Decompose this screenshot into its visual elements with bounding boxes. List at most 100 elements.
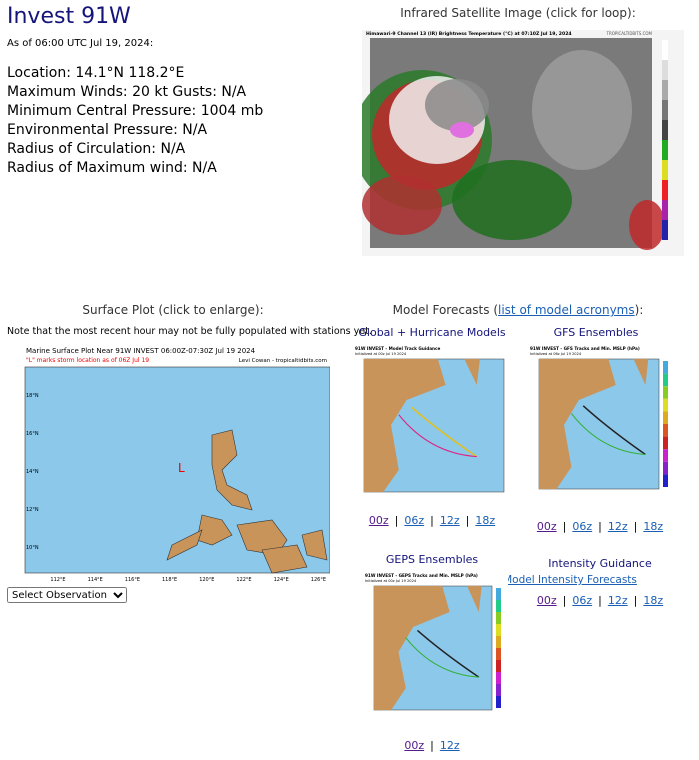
model-image[interactable]: 91W INVEST - GEPS Tracks and Min. MSLP (… xyxy=(362,572,508,718)
color-bar xyxy=(496,588,501,600)
track xyxy=(571,413,646,455)
color-bar xyxy=(663,436,668,450)
color-bar xyxy=(496,612,501,624)
detail-line: Minimum Central Pressure: 1004 mb xyxy=(7,103,264,119)
link-separator: | xyxy=(430,739,434,752)
model-image[interactable]: 91W INVEST - Model Track GuidanceInitial… xyxy=(352,345,508,500)
run-link[interactable]: 00z xyxy=(368,514,389,527)
run-link[interactable]: 06z xyxy=(572,520,593,533)
intensity-heading: Intensity Guidance xyxy=(548,557,652,570)
surface-note: Note that the most recent hour may not b… xyxy=(7,326,372,337)
color-bar xyxy=(496,660,501,672)
lon-label: 124°E xyxy=(274,577,289,583)
cloud xyxy=(362,175,442,235)
link-separator: | xyxy=(598,520,602,533)
observation-select[interactable]: Select Observation Time... xyxy=(7,587,127,603)
run-link[interactable]: 00z xyxy=(404,739,425,752)
link-separator: | xyxy=(562,520,567,533)
as-of: As of 06:00 UTC Jul 19, 2024: xyxy=(7,38,154,49)
detail-line: Radius of Circulation: N/A xyxy=(7,141,186,157)
run-link[interactable]: 00z xyxy=(536,594,557,607)
link-separator: | xyxy=(633,520,638,533)
color-bar xyxy=(496,696,501,708)
image-credit: Levi Cowan - tropicaltidbits.com xyxy=(239,358,327,364)
lon-label: 114°E xyxy=(88,577,103,583)
link-separator: | xyxy=(465,514,470,527)
image-credit: TROPICALTIDBITS.COM xyxy=(606,31,653,36)
cloud xyxy=(629,200,665,250)
run-link[interactable]: 06z xyxy=(572,594,593,607)
panel-heading: Global + Hurricane Models xyxy=(358,326,506,339)
heading-text: ): xyxy=(634,303,644,317)
color-bar xyxy=(662,40,668,60)
color-bar xyxy=(662,220,668,240)
color-bar xyxy=(662,100,668,120)
color-bar xyxy=(662,200,668,220)
intensity-link[interactable]: Model Intensity Forecasts xyxy=(503,574,637,586)
color-bar xyxy=(662,140,668,160)
cloud xyxy=(532,50,632,170)
run-link[interactable]: 12z xyxy=(439,514,460,527)
sat-heading: Infrared Satellite Image (click for loop… xyxy=(400,6,636,20)
surface-image[interactable]: Marine Surface Plot Near 91W INVEST 06:0… xyxy=(22,345,330,585)
run-link[interactable]: 06z xyxy=(404,514,425,527)
detail-line: Environmental Pressure: N/A xyxy=(7,122,208,138)
model-image[interactable]: 91W INVEST - GFS Tracks and Min. MSLP (h… xyxy=(527,345,675,497)
land xyxy=(166,529,203,561)
run-links: 00z | 06z | 12z | 18z xyxy=(537,520,663,533)
image-subtitle: Initialized at 00z Jul 19 2024 xyxy=(355,352,407,356)
lon-label: 126°E xyxy=(311,577,326,583)
land xyxy=(464,359,480,385)
color-bar xyxy=(662,60,668,80)
color-bar xyxy=(663,461,668,475)
color-bar xyxy=(663,386,668,399)
lat-label: 12°N xyxy=(26,507,39,513)
color-bar xyxy=(663,424,668,437)
image-title: 91W INVEST - GFS Tracks and Min. MSLP (h… xyxy=(530,346,640,351)
lon-label: 118°E xyxy=(162,577,177,583)
run-link[interactable]: 00z xyxy=(536,520,557,533)
track xyxy=(416,629,480,678)
detail-line: Maximum Winds: 20 kt Gusts: N/A xyxy=(7,84,247,100)
land xyxy=(539,359,616,489)
color-bar xyxy=(662,180,668,200)
track xyxy=(582,405,646,456)
lon-label: 122°E xyxy=(236,577,251,583)
satellite-image[interactable]: Himawari-9 Channel 13 (IR) Brightness Te… xyxy=(362,30,684,256)
acronyms-link[interactable]: list of model acronyms xyxy=(498,303,635,317)
color-bar xyxy=(663,398,668,412)
land xyxy=(261,544,308,574)
run-link[interactable]: 18z xyxy=(643,594,664,607)
lon-label: 116°E xyxy=(125,577,140,583)
color-bar xyxy=(496,684,501,696)
lon-label: 112°E xyxy=(50,577,65,583)
run-link[interactable]: 18z xyxy=(475,514,496,527)
land xyxy=(467,586,482,612)
details: Location: 14.1°N 118.2°E Maximum Winds: 2… xyxy=(7,64,263,178)
land xyxy=(211,429,253,511)
models-heading: Model Forecasts (list of model acronyms)… xyxy=(393,303,644,317)
surface-heading: Surface Plot (click to enlarge): xyxy=(82,303,264,317)
track xyxy=(398,414,477,458)
lat-label: 10°N xyxy=(26,545,39,551)
run-link[interactable]: 18z xyxy=(643,520,664,533)
color-bar xyxy=(496,648,501,660)
image-subtitle: Initialized at 00z Jul 19 2024 xyxy=(365,579,417,583)
color-bar xyxy=(496,636,501,648)
detail-line: Location: 14.1°N 118.2°E xyxy=(7,65,185,81)
run-link[interactable]: 12z xyxy=(607,594,628,607)
lat-label: 14°N xyxy=(26,469,39,475)
link-separator: | xyxy=(633,594,638,607)
image-subtitle: "L" marks storm location as of 06Z Jul 1… xyxy=(26,357,149,364)
lat-label: 16°N xyxy=(26,431,39,437)
run-link[interactable]: 12z xyxy=(439,739,460,752)
cold-top xyxy=(450,122,474,138)
image-title: Marine Surface Plot Near 91W INVEST 06:0… xyxy=(26,347,256,355)
image-title: 91W INVEST - GEPS Tracks and Min. MSLP (… xyxy=(365,573,478,578)
color-bar xyxy=(663,474,668,487)
image-title: 91W INVEST - Model Track Guidance xyxy=(355,346,441,351)
track xyxy=(410,406,478,458)
panel-heading: GEPS Ensembles xyxy=(385,553,479,566)
color-bar xyxy=(663,361,668,374)
run-link[interactable]: 12z xyxy=(607,520,628,533)
